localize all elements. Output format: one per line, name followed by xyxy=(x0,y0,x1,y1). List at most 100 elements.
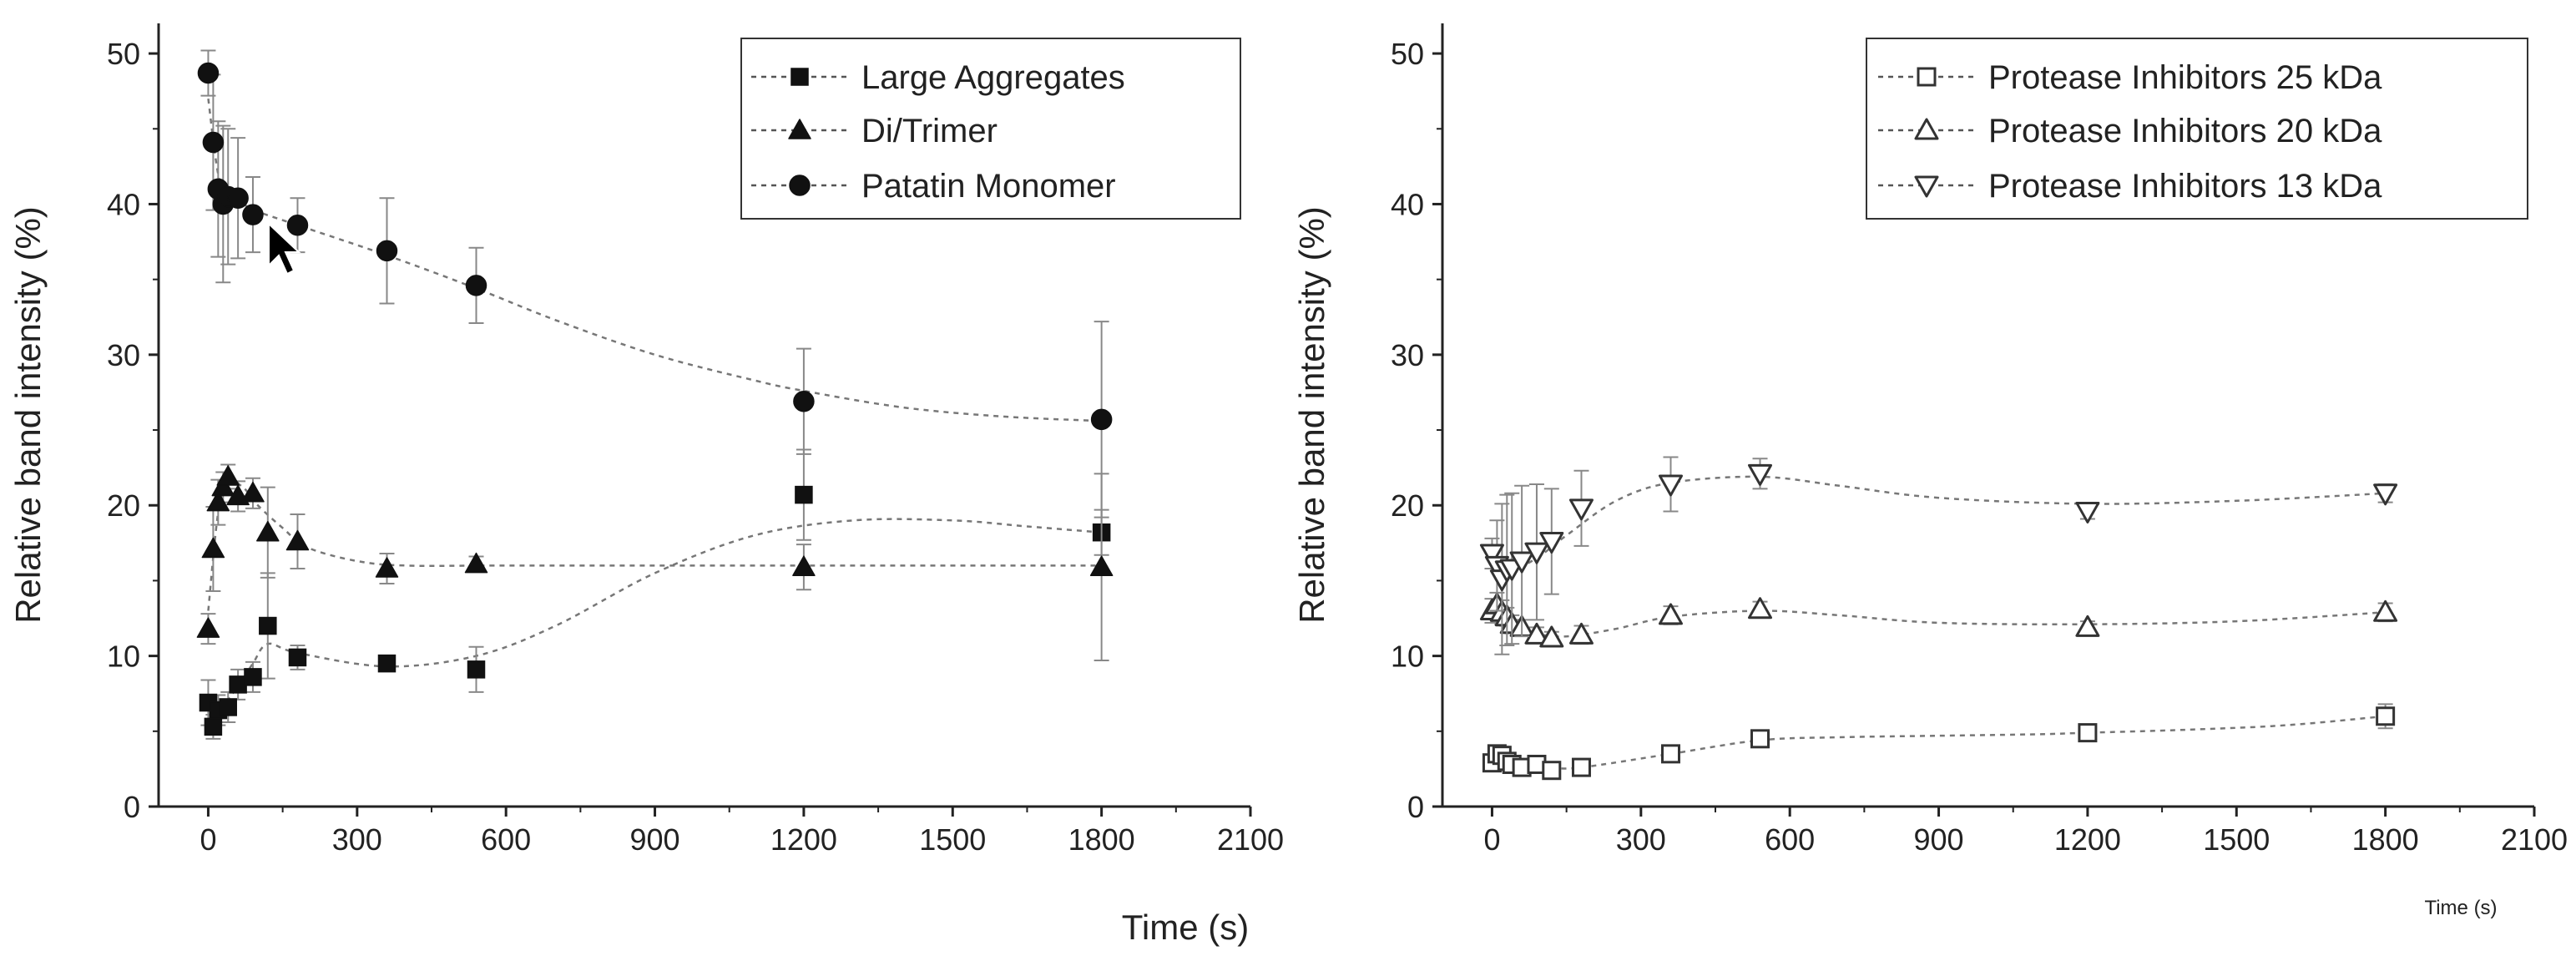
x-tick-label: 900 xyxy=(630,822,680,857)
data-point xyxy=(196,617,220,638)
data-point xyxy=(464,552,488,574)
legend-marker xyxy=(1917,67,1937,87)
legend-label: Large Aggregates xyxy=(861,59,1125,96)
data-point xyxy=(241,482,265,503)
data-point xyxy=(1568,498,1594,521)
legend-entry: Patatin Monomer xyxy=(751,168,1116,205)
data-point xyxy=(1479,544,1504,566)
data-point xyxy=(242,204,264,225)
x-tick-label: 1200 xyxy=(2054,822,2121,857)
data-point xyxy=(792,555,816,576)
data-point xyxy=(1748,463,1773,486)
legend: Large Aggregates Di/Trimer Patatin Monom… xyxy=(740,38,1241,220)
series-protease-inhibitors-25-kda xyxy=(1482,703,2396,781)
y-tick-label: 50 xyxy=(107,37,140,71)
y-tick-label: 0 xyxy=(1407,790,1424,824)
data-point xyxy=(216,465,240,486)
x-tick-label: 1500 xyxy=(919,822,986,857)
data-point xyxy=(227,187,249,209)
legend-entry: Di/Trimer xyxy=(751,113,998,149)
legend-marker-shape xyxy=(1914,118,1939,140)
fit-line xyxy=(1491,475,2386,570)
x-tick-label: 1500 xyxy=(2203,822,2270,857)
data-point xyxy=(256,520,280,542)
data-point xyxy=(1524,542,1549,564)
legend-entry: Protease Inhibitors 13 kDa xyxy=(1878,168,2382,205)
data-point xyxy=(1509,551,1534,574)
fit-line xyxy=(208,518,1102,711)
data-point xyxy=(2373,483,2398,506)
series-container xyxy=(1479,456,2398,781)
data-point xyxy=(376,240,398,262)
x-tick-label: 300 xyxy=(1616,822,1666,857)
legend-marker xyxy=(788,119,811,139)
data-point xyxy=(206,490,230,512)
legend-marker-shape xyxy=(1914,175,1939,198)
data-point xyxy=(1748,597,1773,620)
data-point xyxy=(288,648,307,667)
legend-label: Patatin Monomer xyxy=(861,168,1116,205)
data-point xyxy=(1090,408,1113,431)
x-tick-label: 2100 xyxy=(1217,822,1284,857)
y-tick-label: 40 xyxy=(107,187,140,221)
y-tick-label: 30 xyxy=(1391,338,1424,372)
legend-marker-shape xyxy=(1917,67,1937,87)
series-protease-inhibitors-20-kda xyxy=(1479,591,2398,648)
data-point xyxy=(2078,723,2098,743)
fit-line xyxy=(1492,715,2386,770)
data-point xyxy=(2075,501,2100,524)
series-container xyxy=(196,49,1114,740)
data-point xyxy=(1524,622,1549,645)
axes: 0 10 20 30 40 50 0 300 600 900 1200 1500 1800 2100 xyxy=(107,23,1284,857)
y-tick-label: 40 xyxy=(1391,187,1424,221)
series-protease-inhibitors-13-kda xyxy=(1479,456,2398,655)
y-axis-title: Relative band intensity (%) xyxy=(8,206,48,624)
y-tick-label: 30 xyxy=(107,338,140,372)
legend-label: Protease Inhibitors 25 kDa xyxy=(1988,59,2382,96)
data-point xyxy=(204,717,223,736)
legend-marker xyxy=(1914,175,1939,198)
data-point xyxy=(1089,555,1114,576)
y-tick-label: 10 xyxy=(1391,640,1424,674)
x-axis-title: Time (s) xyxy=(1122,908,1249,947)
data-point xyxy=(2075,615,2100,637)
data-point xyxy=(202,131,225,154)
legend-marker xyxy=(790,68,809,86)
data-point xyxy=(1750,729,1770,749)
data-point xyxy=(286,214,309,236)
data-point xyxy=(467,660,486,679)
data-point xyxy=(211,475,235,497)
fit-line xyxy=(207,480,1102,611)
x-tick-label: 0 xyxy=(1483,822,1500,857)
data-point xyxy=(229,675,247,694)
chart-panel-right: 0 10 20 30 40 50 0 300 600 900 1200 1500 1800 2100 Ti… xyxy=(1292,23,2568,919)
data-point xyxy=(465,275,487,296)
legend-label: Protease Inhibitors 20 kDa xyxy=(1988,113,2382,149)
data-point xyxy=(1539,532,1564,554)
data-point xyxy=(201,537,225,559)
x-tick-label: 2100 xyxy=(2501,822,2568,857)
data-point xyxy=(1568,622,1594,645)
axes: 0 10 20 30 40 50 0 300 600 900 1200 1500 1800 2100 xyxy=(1391,23,2568,857)
data-point xyxy=(793,391,815,412)
y-tick-label: 50 xyxy=(1391,37,1424,71)
data-point xyxy=(377,654,397,673)
data-point xyxy=(1658,474,1683,497)
y-tick-label: 0 xyxy=(124,790,140,824)
series-di-trimer xyxy=(196,463,1114,662)
chart-panel-left: 0 10 20 30 40 50 0 300 600 900 1200 1500 1800 2100 Ti… xyxy=(8,23,1284,947)
data-point xyxy=(2376,706,2396,726)
x-tick-label: 900 xyxy=(1914,822,1964,857)
y-tick-label: 10 xyxy=(107,640,140,674)
data-point xyxy=(244,668,262,686)
data-point xyxy=(285,529,310,551)
legend-marker-shape xyxy=(790,68,809,86)
legend-marker xyxy=(1914,118,1939,140)
legend-label: Protease Inhibitors 13 kDa xyxy=(1988,168,2382,205)
x-axis-title: Time (s) xyxy=(2424,897,2497,919)
legend-entry: Protease Inhibitors 20 kDa xyxy=(1878,113,2382,149)
legend-box xyxy=(1866,38,2528,220)
legend-entry: Protease Inhibitors 25 kDa xyxy=(1878,59,2382,96)
data-point xyxy=(1539,625,1564,648)
